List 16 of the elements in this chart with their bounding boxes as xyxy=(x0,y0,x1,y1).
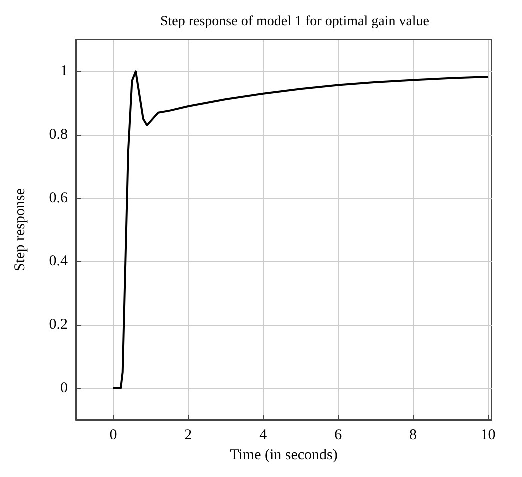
y-tick-label: 0.2 xyxy=(49,317,68,333)
x-tick-label: 0 xyxy=(110,428,118,444)
y-tick-label: 0 xyxy=(60,380,68,396)
line-series xyxy=(112,70,490,390)
x-tick-label: 10 xyxy=(480,428,496,444)
y-tick-label: 0.8 xyxy=(49,127,68,143)
x-tick-label: 6 xyxy=(334,428,343,444)
x-axis-title: Time (in seconds) xyxy=(230,447,338,464)
chart-title: Step response of model 1 for optimal gain value xyxy=(160,14,430,30)
x-tick-label: 8 xyxy=(410,428,418,444)
x-tick-label: 2 xyxy=(184,428,192,444)
y-tick-label: 1 xyxy=(60,64,68,80)
y-tick-label: 0.6 xyxy=(49,190,68,206)
y-axis-title: Step response xyxy=(12,188,28,272)
y-tick-label: 0.4 xyxy=(49,254,68,270)
x-tick-label: 4 xyxy=(260,428,268,444)
